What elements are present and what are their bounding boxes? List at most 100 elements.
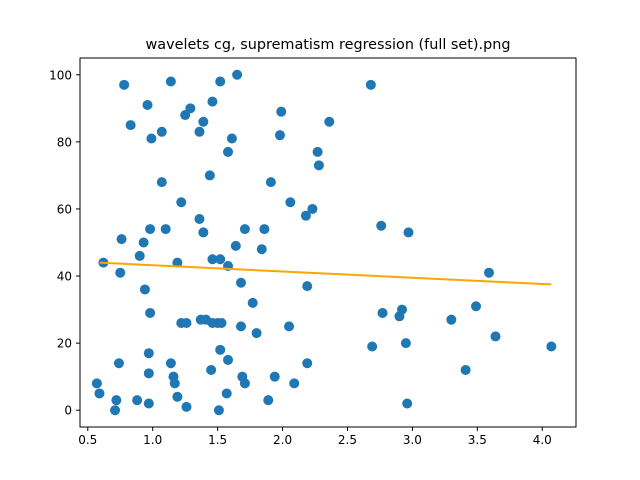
- data-point: [215, 254, 226, 265]
- x-tick-label: 1.0: [143, 433, 162, 447]
- data-point: [143, 398, 154, 409]
- data-point: [232, 69, 243, 80]
- x-tick-label: 0.5: [78, 433, 97, 447]
- data-point: [185, 103, 196, 114]
- data-point: [91, 378, 102, 389]
- data-point: [139, 284, 150, 295]
- data-point: [236, 277, 247, 288]
- data-point: [145, 224, 156, 235]
- data-point: [206, 364, 217, 375]
- axes: 0.5 1.0 1.5 2.0 2.5 3.0 3.5 4.0 0 20 40 60 80 100: [49, 68, 552, 447]
- data-point: [216, 318, 227, 329]
- data-point: [223, 146, 234, 157]
- data-point: [194, 214, 205, 225]
- data-point: [276, 106, 287, 117]
- x-tick-label: 4.0: [533, 433, 552, 447]
- data-point: [172, 257, 183, 268]
- data-point: [143, 368, 154, 379]
- data-point: [204, 170, 215, 181]
- data-point: [94, 388, 105, 399]
- data-point: [113, 358, 124, 369]
- data-point: [119, 79, 130, 90]
- data-point: [402, 398, 413, 409]
- data-point: [146, 133, 157, 144]
- x-tick-label: 3.0: [403, 433, 422, 447]
- data-point: [251, 328, 262, 339]
- data-point: [138, 237, 149, 248]
- data-point: [156, 126, 167, 137]
- data-point: [259, 224, 270, 235]
- data-point: [169, 378, 180, 389]
- data-point: [156, 177, 167, 188]
- data-point: [223, 354, 234, 365]
- data-points: [91, 69, 557, 416]
- data-point: [198, 227, 209, 238]
- data-point: [546, 341, 557, 352]
- y-tick-label: 0: [64, 404, 72, 418]
- y-tick-label: 80: [57, 135, 72, 149]
- y-tick-label: 60: [57, 202, 72, 216]
- data-point: [376, 220, 387, 231]
- data-point: [490, 331, 501, 342]
- data-point: [400, 338, 411, 349]
- data-point: [181, 318, 192, 329]
- data-point: [239, 224, 250, 235]
- x-tick-label: 2.5: [338, 433, 357, 447]
- data-point: [215, 344, 226, 355]
- data-point: [300, 210, 311, 221]
- data-point: [313, 160, 324, 171]
- data-point: [111, 395, 122, 406]
- data-point: [198, 116, 209, 127]
- data-point: [181, 401, 192, 412]
- data-point: [226, 133, 237, 144]
- data-point: [302, 281, 313, 292]
- data-point: [367, 341, 378, 352]
- data-point: [132, 395, 143, 406]
- data-point: [397, 304, 408, 315]
- data-point: [239, 378, 250, 389]
- data-point: [312, 146, 323, 157]
- data-point: [207, 96, 218, 107]
- data-point: [115, 267, 126, 278]
- data-point: [134, 250, 145, 261]
- data-point: [403, 227, 414, 238]
- data-point: [446, 314, 457, 325]
- data-point: [221, 388, 232, 399]
- data-point: [265, 177, 276, 188]
- data-point: [269, 371, 280, 382]
- y-tick-label: 20: [57, 337, 72, 351]
- data-point: [484, 267, 495, 278]
- data-point: [263, 395, 274, 406]
- data-point: [285, 197, 296, 208]
- data-point: [324, 116, 335, 127]
- data-point: [289, 378, 300, 389]
- data-point: [460, 364, 471, 375]
- data-point: [145, 307, 156, 318]
- data-point: [176, 197, 187, 208]
- data-point: [230, 240, 241, 251]
- data-point: [142, 99, 153, 110]
- y-tick-label: 40: [57, 270, 72, 284]
- data-point: [284, 321, 295, 332]
- data-point: [365, 79, 376, 90]
- regression-line-group: [99, 261, 552, 286]
- data-point: [110, 405, 121, 416]
- chart-title: wavelets cg, suprematism regression (ful…: [146, 37, 511, 53]
- data-point: [215, 76, 226, 87]
- data-point: [213, 405, 224, 416]
- data-point: [377, 307, 388, 318]
- axes-frame: [79, 57, 577, 428]
- data-point: [207, 254, 218, 265]
- data-point: [302, 358, 313, 369]
- data-point: [247, 297, 258, 308]
- data-point: [471, 301, 482, 312]
- data-point: [165, 358, 176, 369]
- data-point: [125, 120, 136, 131]
- x-tick-label: 1.5: [208, 433, 227, 447]
- regression-line: [99, 261, 552, 286]
- data-point: [256, 244, 267, 255]
- x-tick-label: 2.0: [273, 433, 292, 447]
- data-point: [194, 126, 205, 137]
